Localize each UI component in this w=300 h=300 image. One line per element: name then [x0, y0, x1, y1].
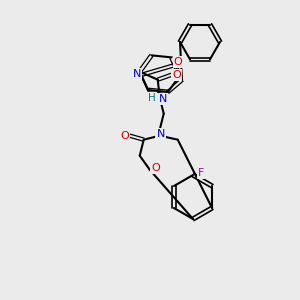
Text: N: N: [133, 69, 141, 79]
Text: N: N: [157, 129, 165, 139]
Text: N: N: [158, 94, 167, 104]
Text: F: F: [198, 168, 204, 178]
Text: O: O: [172, 70, 181, 80]
Text: O: O: [152, 163, 160, 173]
Text: O: O: [120, 131, 129, 141]
Text: H: H: [148, 93, 156, 103]
Text: O: O: [174, 57, 182, 67]
